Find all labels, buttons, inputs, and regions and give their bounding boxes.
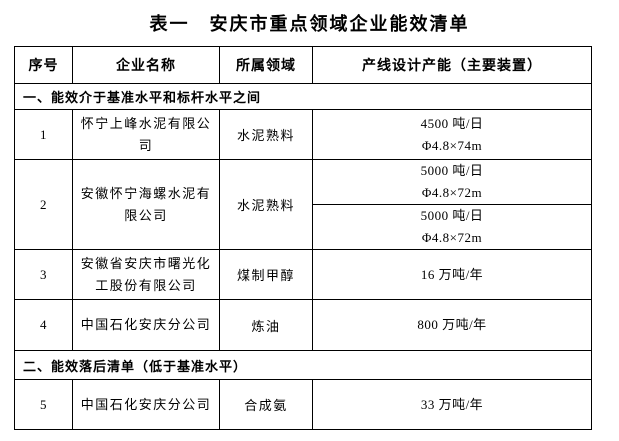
energy-efficiency-table: 序号 企业名称 所属领域 产线设计产能（主要装置） 一、能效介于基准水平和标杆水… <box>14 46 592 430</box>
table-row-2b: 5000 吨/日 Φ4.8×72m <box>15 204 592 250</box>
header-cell-capacity: 产线设计产能（主要装置） <box>312 46 592 84</box>
row-4-capacity: 800 万吨/年 <box>312 299 592 351</box>
row-3-company: 安徽省安庆市曙光化工股份有限公司 <box>72 249 220 300</box>
row-1-company: 怀宁上峰水泥有限公司 <box>72 109 220 160</box>
row-5-company: 中国石化安庆分公司 <box>72 379 220 430</box>
row-5-serial: 5 <box>14 379 73 430</box>
header-cell-serial: 序号 <box>14 46 73 84</box>
table-header-row: 序号 企业名称 所属领域 产线设计产能（主要装置） <box>14 46 592 84</box>
capacity-line: Φ4.8×72m <box>421 185 483 200</box>
row-3-serial: 3 <box>14 249 73 300</box>
capacity-line: 4500 吨/日 <box>420 115 484 131</box>
row-5-capacity: 33 万吨/年 <box>312 379 592 430</box>
row-2-serial: 2 <box>14 159 73 250</box>
row-4-field: 炼油 <box>219 299 313 351</box>
row-4-company: 中国石化安庆分公司 <box>72 299 220 351</box>
row-2-capacity-2: 5000 吨/日 Φ4.8×72m <box>312 204 592 250</box>
header-cell-company: 企业名称 <box>72 46 220 84</box>
table-row-1: 1 怀宁上峰水泥有限公司 水泥熟料 4500 吨/日 Φ4.8×74m <box>14 109 592 160</box>
row-2-field: 水泥熟料 <box>219 159 313 250</box>
capacity-line: Φ4.8×74m <box>421 137 483 153</box>
row-2-capacity-1: 5000 吨/日 Φ4.8×72m <box>312 159 592 205</box>
capacity-line: 800 万吨/年 <box>417 317 487 332</box>
section-2-label: 二、能效落后清单（低于基准水平） <box>14 350 592 380</box>
table-row-3: 3 安徽省安庆市曙光化工股份有限公司 煤制甲醇 16 万吨/年 <box>14 249 592 300</box>
row-1-capacity: 4500 吨/日 Φ4.8×74m <box>312 109 592 160</box>
row-1-field: 水泥熟料 <box>219 109 313 160</box>
row-3-capacity: 16 万吨/年 <box>312 249 592 300</box>
capacity-line: 5000 吨/日 <box>420 163 484 178</box>
table-row-2: 2 安徽怀宁海螺水泥有限公司 水泥熟料 5000 吨/日 Φ4.8×72m <box>14 159 592 250</box>
capacity-line: Φ4.8×72m <box>421 230 483 245</box>
section-2-row: 二、能效落后清单（低于基准水平） <box>14 350 592 380</box>
capacity-line: 16 万吨/年 <box>420 266 484 282</box>
section-1-row: 一、能效介于基准水平和标杆水平之间 <box>14 83 592 110</box>
row-5-field: 合成氨 <box>219 379 313 430</box>
row-4-serial: 4 <box>14 299 73 351</box>
capacity-line: 33 万吨/年 <box>420 396 484 412</box>
section-1-label: 一、能效介于基准水平和标杆水平之间 <box>14 83 592 110</box>
table-row-5: 5 中国石化安庆分公司 合成氨 33 万吨/年 <box>14 379 592 430</box>
row-2-company: 安徽怀宁海螺水泥有限公司 <box>72 159 220 250</box>
page-title: 表一 安庆市重点领域企业能效清单 <box>149 14 470 34</box>
capacity-line: 5000 吨/日 <box>420 208 484 223</box>
row-3-field: 煤制甲醇 <box>219 249 313 300</box>
header-cell-field: 所属领域 <box>219 46 313 84</box>
table-row-4: 4 中国石化安庆分公司 炼油 800 万吨/年 <box>14 299 592 351</box>
row-1-serial: 1 <box>14 109 73 160</box>
